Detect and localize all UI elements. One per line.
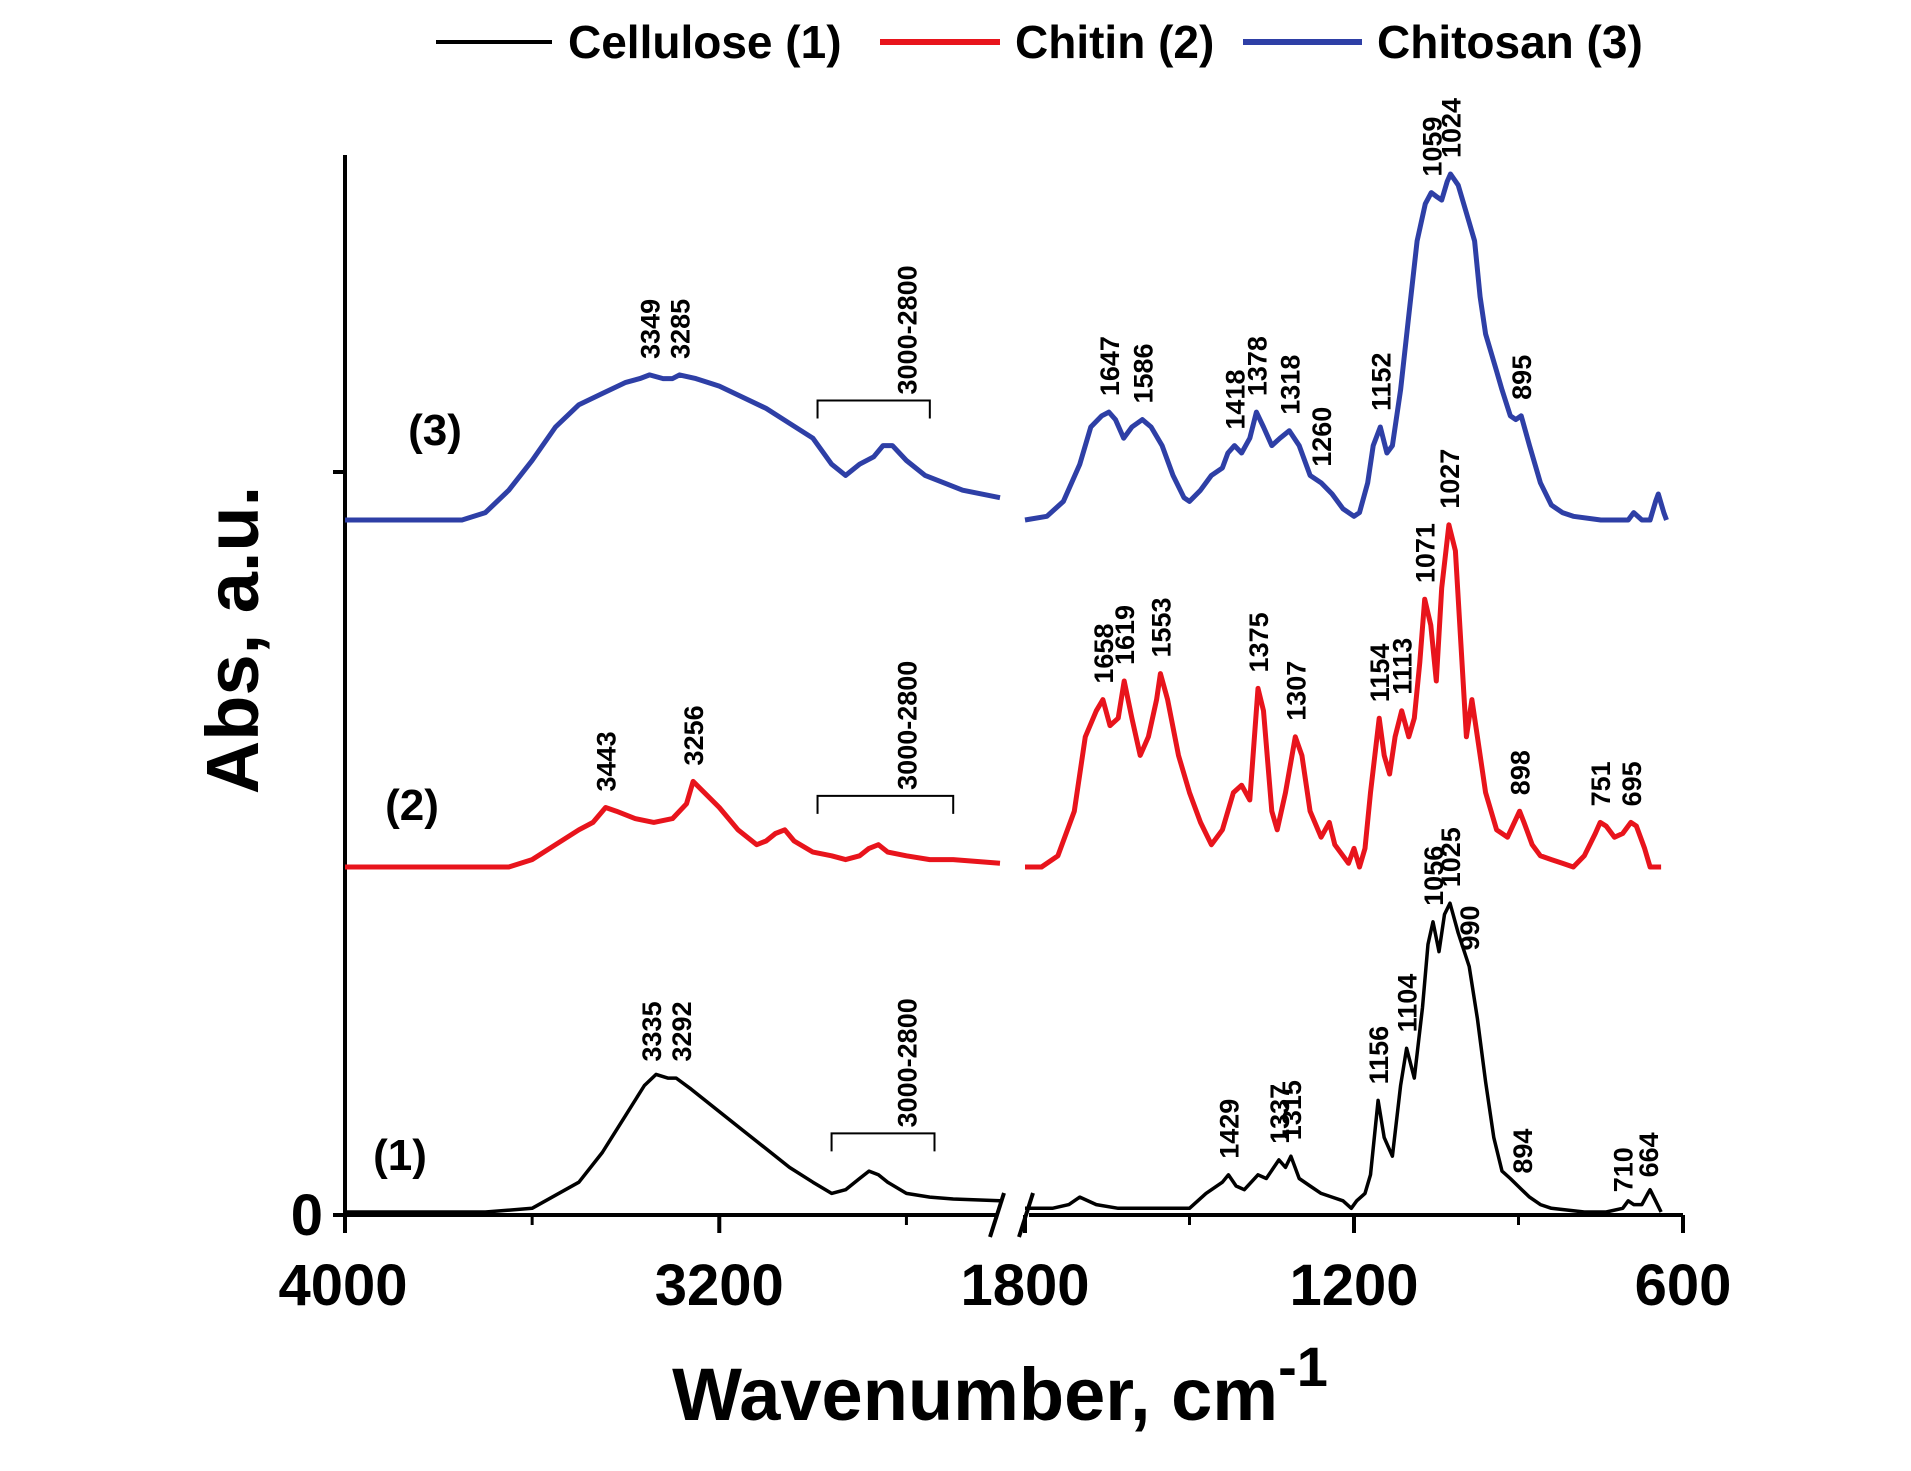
peak-label: 1318 [1275,355,1305,415]
peak-label: 1315 [1277,1080,1307,1140]
peak-label: 3000-2800 [892,265,922,394]
x-axis-title-superscript: -1 [1278,1335,1328,1398]
peak-label: 1260 [1307,407,1337,467]
x-tick-label: 4000 [278,1253,407,1318]
peak-label: 1378 [1242,336,1272,396]
peak-label: 1586 [1128,343,1158,403]
peak-label: 664 [1634,1132,1664,1177]
series-line-3 [1024,171,1669,523]
peak-label: 1619 [1110,605,1140,665]
peak-label: 1154 [1365,644,1395,703]
legend-label: Chitosan (3) [1377,16,1643,68]
x-axis-title: Wavenumber, cm-1 [672,1335,1328,1436]
peak-label: 1307 [1281,661,1311,721]
legend: Cellulose (1) Chitin (2) Chitosan (3) [436,16,1643,68]
axis-break-mark [988,1192,1006,1238]
peak-label: 695 [1617,761,1647,806]
peak-label: 1113 [1388,638,1418,695]
range-bracket [816,399,931,419]
series-tag: (1) [373,1131,427,1180]
peak-label: 1658 [1089,624,1119,684]
peak-label: 1027 [1435,449,1465,509]
peak-label: 1152 [1366,352,1396,411]
peak-label: 3349 [636,299,666,359]
peak-label: 1337 [1265,1084,1295,1144]
peak-label: 1418 [1220,370,1250,430]
range-bracket [816,794,955,814]
x-tick-label: 600 [1635,1253,1732,1318]
series-line-2 [345,778,1001,870]
peak-label: 3443 [592,731,622,791]
peak-label: 3000-2800 [892,661,922,790]
peak-label: 1553 [1146,597,1176,657]
series-line-3 [345,372,1001,523]
spectra-curves [345,171,1669,1214]
peak-label: 894 [1508,1129,1538,1174]
x-tick-label: 3200 [655,1253,784,1318]
peak-label: 1375 [1244,612,1274,672]
peak-label: 3335 [637,1001,667,1061]
peak-label: 1025 [1436,827,1466,887]
peak-label: 1056 [1419,846,1449,906]
x-axis-title-text: Wavenumber, cm [672,1353,1278,1436]
y-tick-label: 0 [291,1183,323,1248]
peak-label: 1156 [1364,1026,1394,1085]
peak-label: 3000-2800 [892,998,922,1127]
peak-label: 990 [1455,905,1485,950]
series-line-2 [1025,522,1662,870]
peak-label: 1024 [1437,98,1467,158]
legend-label: Chitin (2) [1015,16,1214,68]
series-line-1 [1025,901,1663,1214]
series-line-1 [345,1072,1001,1214]
peak-label: 1104 [1393,974,1423,1033]
series-tag: (3) [408,406,462,455]
y-axis-title: Abs, a.u. [191,486,274,794]
peak-label: 898 [1506,750,1536,795]
peak-label: 895 [1507,355,1537,400]
peak-label: 1071 [1411,523,1441,583]
peak-label: 1647 [1095,336,1125,396]
peak-label: 1429 [1214,1099,1244,1159]
x-tick-label: 1800 [960,1253,1089,1318]
peak-label: 751 [1586,761,1616,806]
peak-label: 1059 [1417,117,1447,177]
x-tick-label: 1200 [1289,1253,1418,1318]
peak-label: 3285 [666,299,696,359]
series-tag: (2) [385,781,439,830]
peak-label: 3292 [667,1001,697,1061]
peak-label: 710 [1609,1147,1639,1192]
peak-label: 3256 [679,705,709,765]
range-bracket [830,1132,936,1152]
legend-label: Cellulose (1) [568,16,842,68]
